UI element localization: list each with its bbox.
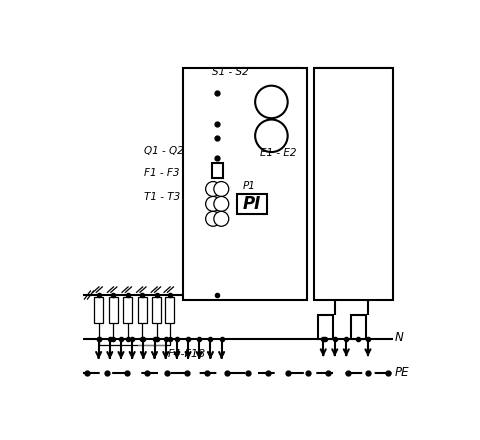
Text: F4-F18: F4-F18 [168, 349, 206, 359]
Bar [123, 297, 132, 323]
Text: P1: P1 [242, 181, 255, 191]
Bar [138, 297, 147, 323]
Bar [212, 163, 223, 178]
Bar [109, 297, 118, 323]
Text: F1 - F3: F1 - F3 [144, 168, 180, 178]
Bar [166, 297, 174, 323]
Circle shape [205, 182, 220, 196]
Circle shape [214, 211, 229, 226]
Bar [153, 297, 161, 323]
Bar [318, 315, 333, 339]
Circle shape [205, 196, 220, 211]
Text: S1 - S2: S1 - S2 [212, 66, 249, 77]
Text: PE: PE [395, 367, 409, 379]
Text: E1 - E2: E1 - E2 [260, 148, 297, 158]
Bar [351, 315, 366, 339]
Bar [183, 68, 307, 300]
Circle shape [255, 86, 288, 118]
Circle shape [214, 182, 229, 196]
Text: PI: PI [242, 195, 261, 213]
Bar [237, 194, 267, 214]
Bar [94, 297, 103, 323]
Bar [314, 68, 394, 300]
Circle shape [214, 196, 229, 211]
Text: T1 - T3: T1 - T3 [144, 192, 180, 202]
Text: Q1 - Q2: Q1 - Q2 [144, 146, 184, 156]
Circle shape [205, 211, 220, 226]
Text: N: N [395, 331, 404, 344]
Circle shape [255, 120, 288, 152]
